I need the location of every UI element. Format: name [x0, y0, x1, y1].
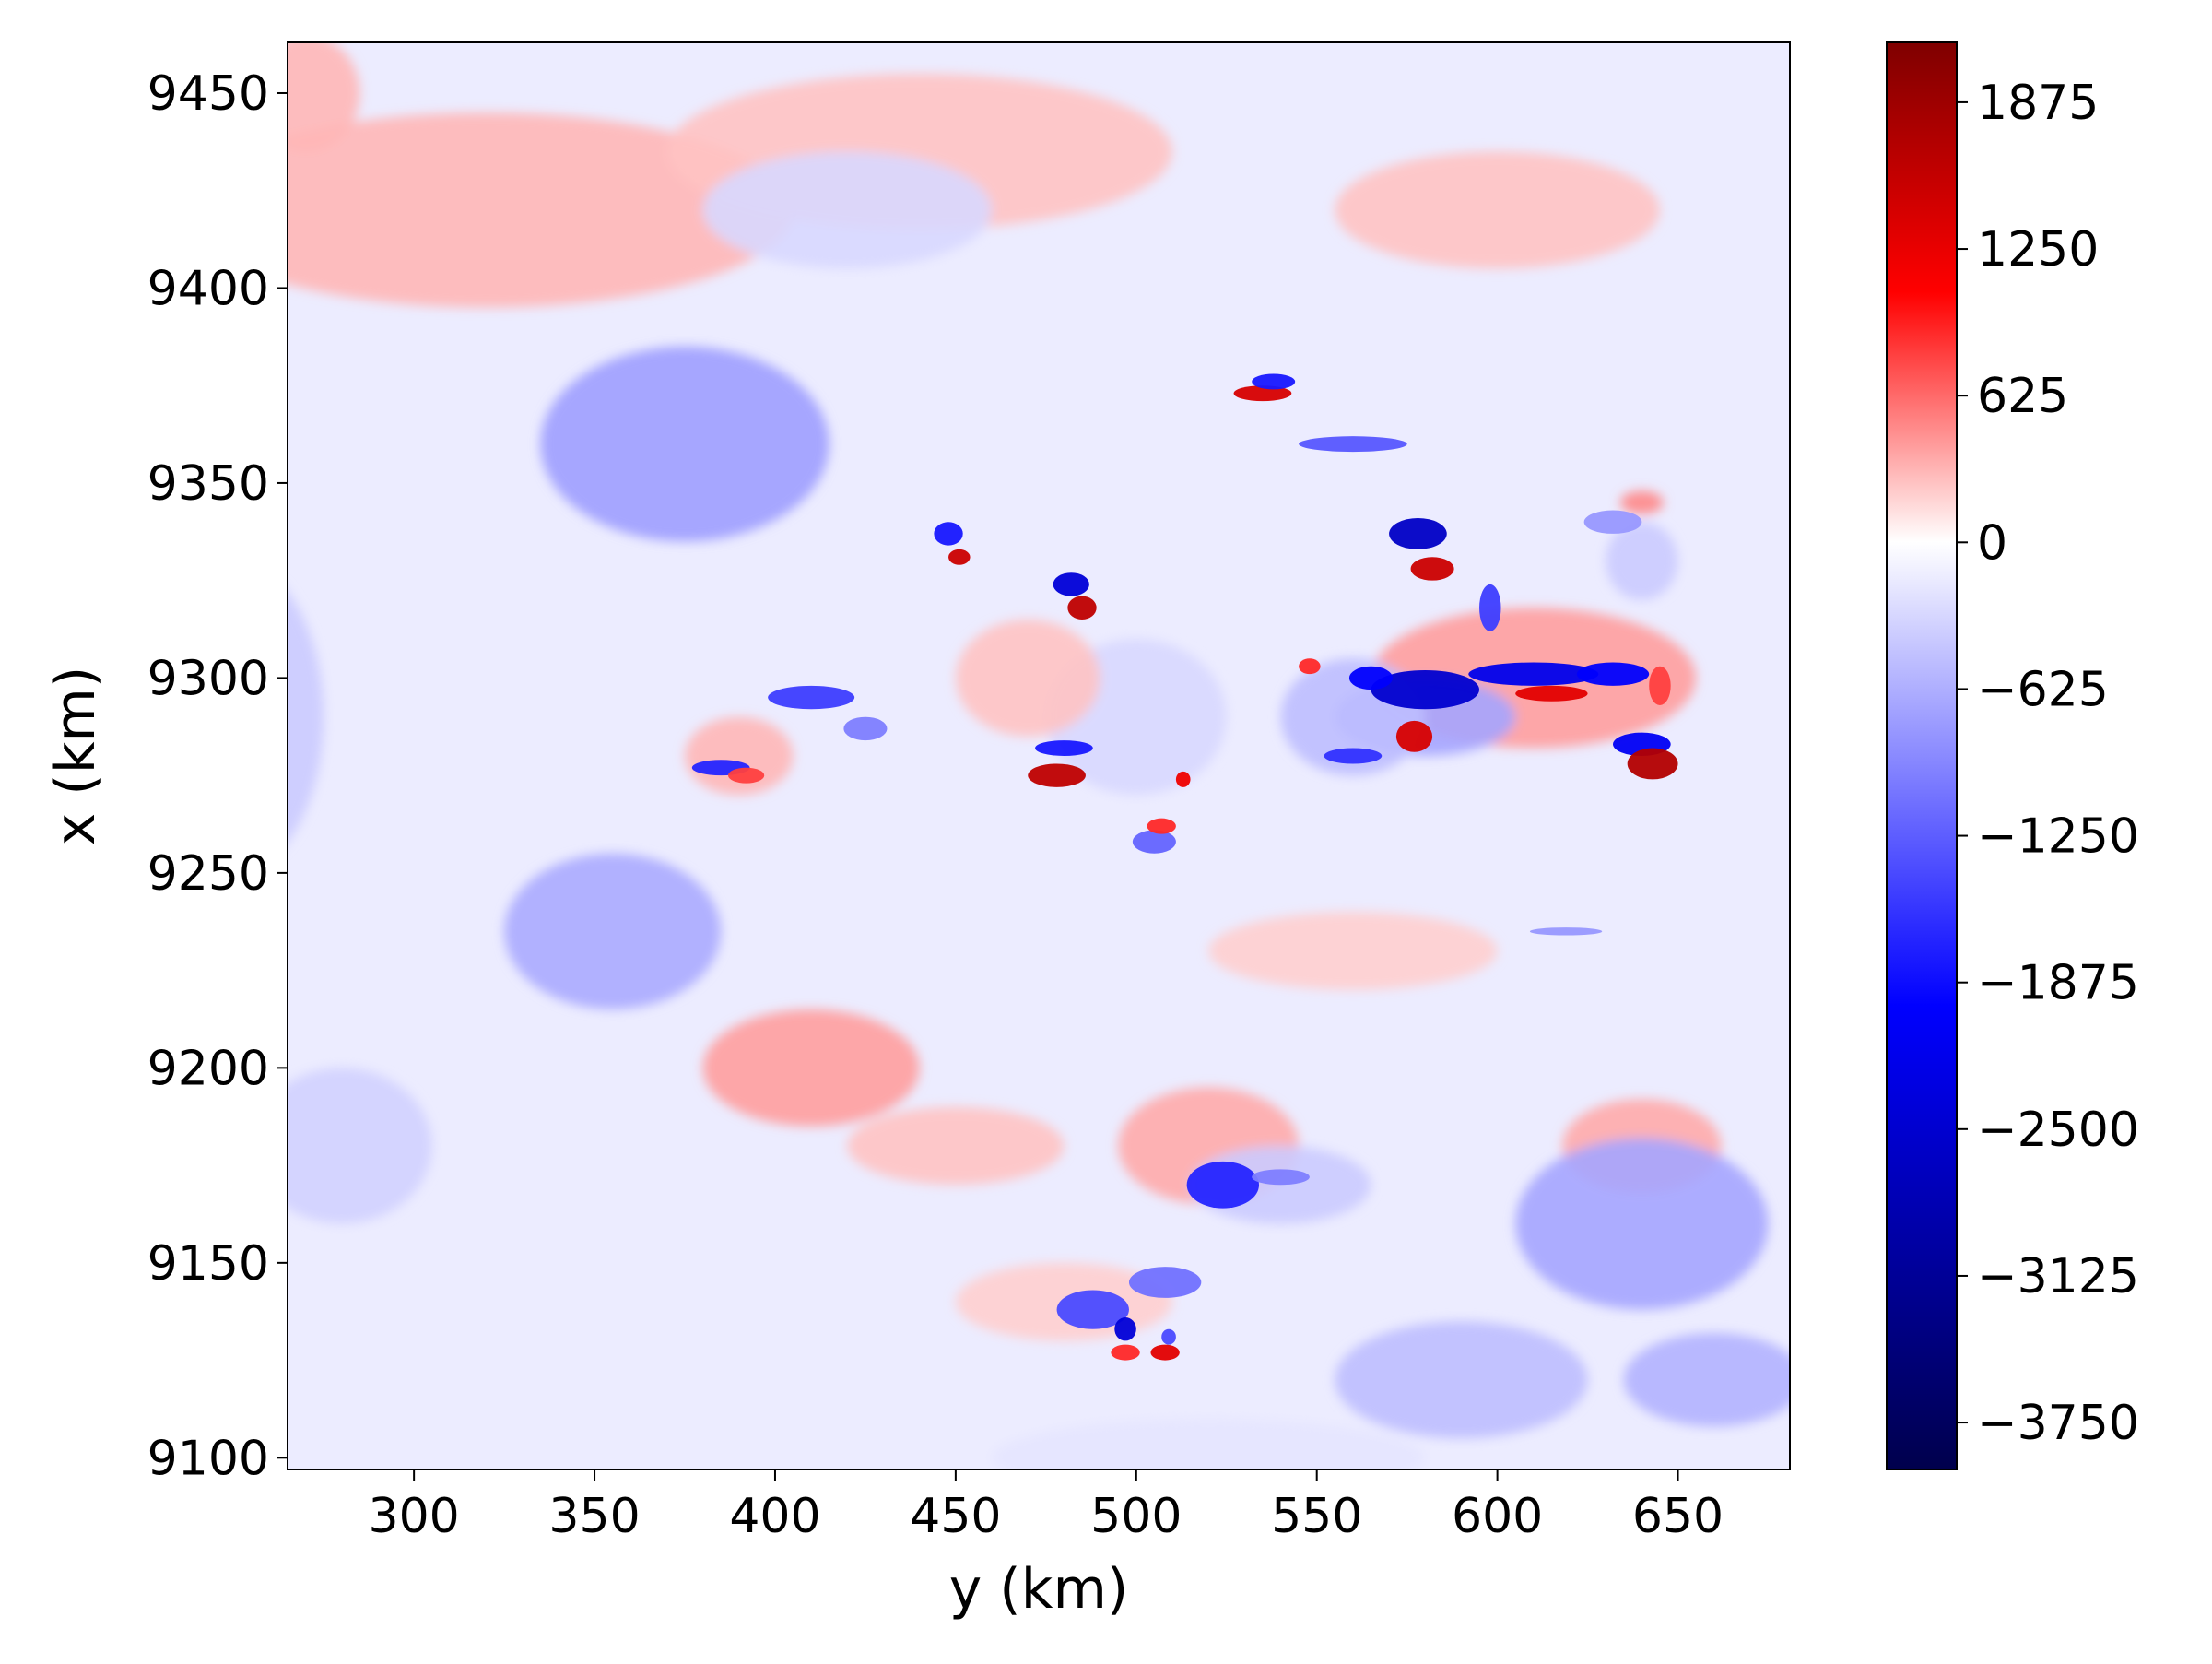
field-blob — [702, 151, 993, 269]
y-axis-label: x (km) — [43, 667, 108, 846]
anomaly-blob — [1252, 1169, 1310, 1186]
colorbar-tick-label: 0 — [1977, 515, 2007, 571]
field-blob — [847, 1106, 1065, 1186]
colorbar-axis: −3750 −3125 −2500 −1875 −1250 −625 0 625 1250 187… — [1957, 76, 2139, 1451]
anomaly-blob — [1028, 763, 1086, 787]
anomaly-blob — [1056, 1290, 1129, 1329]
y-axis: 9100 9150 9200 9250 9300 9350 9400 9450 — [147, 66, 288, 1486]
anomaly-blob — [1161, 1328, 1176, 1345]
x-tick-label: 650 — [1632, 1489, 1724, 1544]
anomaly-blob — [1067, 596, 1097, 620]
x-axis: 300 350 400 450 500 550 600 650 — [369, 1469, 1724, 1544]
field-blob — [288, 1068, 432, 1224]
colorbar-tick-label: 1875 — [1977, 76, 2099, 131]
anomaly-blob — [1128, 1267, 1202, 1298]
anomaly-blob — [1389, 518, 1447, 549]
anomaly-blob — [1111, 1344, 1140, 1361]
field-blob — [1335, 1321, 1588, 1439]
anomaly-blob — [1175, 771, 1191, 787]
anomaly-blob — [1324, 748, 1382, 764]
field-blob — [540, 346, 830, 542]
field-blob — [288, 112, 794, 308]
field-blob — [955, 619, 1100, 737]
anomaly-blob — [1576, 662, 1650, 686]
field-features — [288, 42, 1790, 1469]
field-blob — [504, 853, 722, 1009]
y-tick-label: 9400 — [147, 261, 269, 316]
field-blob — [1335, 151, 1660, 269]
anomaly-blob — [1371, 669, 1480, 710]
y-tick-label: 9300 — [147, 651, 269, 706]
colorbar-tick-label: −1250 — [1977, 809, 2139, 865]
x-tick-label: 350 — [548, 1489, 640, 1544]
colorbar — [1886, 41, 1958, 1470]
field-blob — [1606, 522, 1678, 600]
x-tick-label: 500 — [1090, 1489, 1182, 1544]
colorbar-tick-label: −625 — [1977, 662, 2109, 717]
field-blob — [288, 592, 324, 842]
colorbar-tick-label: 1250 — [1977, 222, 2099, 277]
anomaly-blob — [934, 522, 963, 546]
y-tick-label: 9150 — [147, 1236, 269, 1292]
x-tick-label: 400 — [729, 1489, 820, 1544]
anomaly-blob — [1132, 830, 1176, 854]
anomaly-blob — [1479, 584, 1501, 631]
y-tick-label: 9350 — [147, 456, 269, 512]
colorbar-tick-label: −3750 — [1977, 1396, 2139, 1451]
anomaly-blob — [1515, 685, 1588, 702]
anomaly-blob — [1583, 510, 1642, 534]
field-blob — [1208, 912, 1498, 990]
field-blob — [1515, 1138, 1769, 1310]
anomaly-blob — [728, 767, 765, 784]
x-axis-label: y (km) — [949, 1557, 1129, 1622]
anomaly-blob — [1627, 748, 1678, 780]
anomaly-blob — [768, 685, 855, 710]
field-blob — [685, 716, 794, 796]
anomaly-blob — [1035, 740, 1093, 756]
anomaly-blob — [1529, 927, 1603, 936]
y-tick-label: 9250 — [147, 846, 269, 902]
anomaly-blob — [1150, 1344, 1180, 1361]
anomaly-blob — [1468, 662, 1599, 686]
anomaly-blob — [1395, 720, 1433, 752]
field-blob — [702, 1009, 920, 1127]
sharp-features — [691, 373, 1678, 1361]
anomaly-blob — [948, 549, 971, 565]
colorbar-tick-label: −3125 — [1977, 1249, 2139, 1304]
colorbar-tick-label: 625 — [1977, 369, 2068, 424]
anomaly-blob — [1299, 436, 1407, 453]
y-tick-label: 9200 — [147, 1041, 269, 1096]
field-blob — [1619, 490, 1664, 514]
anomaly-blob — [1147, 818, 1176, 834]
x-tick-label: 550 — [1271, 1489, 1362, 1544]
anomaly-blob — [1649, 666, 1671, 706]
field-blob — [992, 1419, 1426, 1469]
y-tick-label: 9450 — [147, 66, 269, 122]
colorbar-tick-label: −2500 — [1977, 1103, 2139, 1158]
x-tick-label: 300 — [369, 1489, 460, 1544]
anomaly-blob — [1410, 557, 1454, 581]
anomaly-blob — [1053, 572, 1089, 596]
anomaly-blob — [1114, 1317, 1136, 1341]
field-blob — [288, 42, 360, 152]
anomaly-blob — [1252, 373, 1296, 390]
y-tick-label: 9100 — [147, 1431, 269, 1486]
plot-frame — [287, 41, 1791, 1470]
anomaly-blob — [1186, 1161, 1260, 1209]
anomaly-blob — [1233, 385, 1292, 402]
anomaly-blob — [1299, 658, 1321, 675]
x-tick-label: 600 — [1452, 1489, 1543, 1544]
anomaly-blob — [843, 716, 888, 741]
colorbar-tick-label: −1875 — [1977, 956, 2139, 1011]
field-blob — [1623, 1332, 1790, 1427]
anomaly-blob — [1348, 666, 1393, 690]
x-tick-label: 450 — [910, 1489, 1001, 1544]
